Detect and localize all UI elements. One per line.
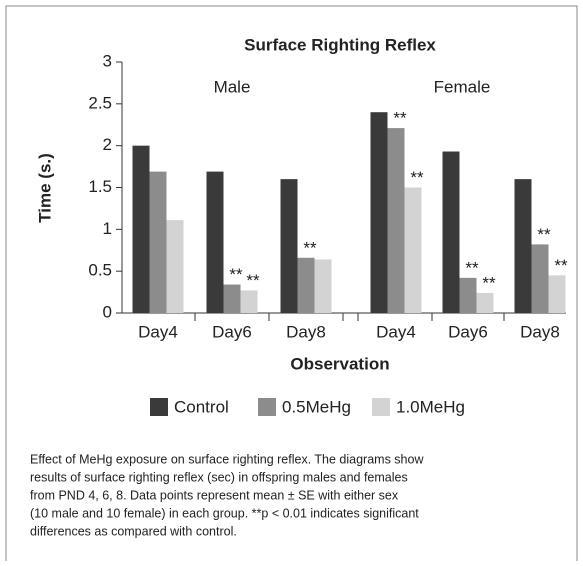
significance-label: ** <box>229 265 243 284</box>
caption-line: (10 male and 10 female) in each group. *… <box>30 506 419 520</box>
bar <box>297 257 315 313</box>
caption-line: Effect of MeHg exposure on surface right… <box>30 452 424 466</box>
bar <box>206 171 224 313</box>
caption-line: from PND 4, 6, 8. Data points represent … <box>30 488 399 502</box>
legend-swatch <box>372 398 390 416</box>
bar <box>442 151 460 313</box>
significance-label: ** <box>410 168 424 187</box>
bar <box>476 292 494 313</box>
significance-label: ** <box>482 273 496 292</box>
y-tick-label: 3 <box>103 51 112 70</box>
group-label: Female <box>434 77 491 96</box>
y-tick-label: 2 <box>103 135 112 154</box>
caption-line: results of surface righting reflex (sec)… <box>30 470 408 484</box>
bar <box>370 112 388 313</box>
y-tick-label: 0 <box>103 302 112 321</box>
y-tick-label: 0.5 <box>88 261 112 280</box>
significance-label: ** <box>465 258 479 277</box>
bar <box>132 145 150 313</box>
legend-label: Control <box>174 397 229 416</box>
frame <box>5 5 578 566</box>
significance-label: ** <box>246 271 260 290</box>
x-axis-label: Observation <box>290 354 389 373</box>
legend-label: 0.5MeHg <box>282 397 351 416</box>
significance-label: ** <box>393 109 407 128</box>
x-tick-label: Day8 <box>520 322 560 341</box>
legend-swatch <box>258 398 276 416</box>
significance-label: ** <box>303 238 317 257</box>
bar <box>280 179 298 313</box>
y-tick-label: 2.5 <box>88 93 112 112</box>
bar <box>166 220 184 313</box>
bar <box>531 244 549 313</box>
significance-label: ** <box>554 256 568 275</box>
legend-swatch <box>150 398 168 416</box>
bar <box>314 259 332 313</box>
bar <box>404 187 422 313</box>
bar <box>459 277 477 313</box>
bar <box>548 275 566 313</box>
bar <box>387 128 405 313</box>
x-tick-label: Day4 <box>138 322 178 341</box>
bar <box>240 290 258 313</box>
legend-label: 1.0MeHg <box>396 397 465 416</box>
y-tick-label: 1 <box>103 219 112 238</box>
x-tick-label: Day6 <box>212 322 252 341</box>
significance-label: ** <box>537 225 551 244</box>
x-tick-label: Day8 <box>286 322 326 341</box>
group-label: Male <box>214 77 251 96</box>
x-tick-label: Day4 <box>376 322 416 341</box>
bar <box>149 171 167 313</box>
y-axis-label: Time (s.) <box>35 153 54 223</box>
bar <box>223 284 241 313</box>
x-tick-label: Day6 <box>448 322 488 341</box>
chart-title: Surface Righting Reflex <box>244 35 436 54</box>
bar <box>514 179 532 313</box>
caption-line: differences as compared with control. <box>30 524 237 538</box>
y-tick-label: 1.5 <box>88 177 112 196</box>
